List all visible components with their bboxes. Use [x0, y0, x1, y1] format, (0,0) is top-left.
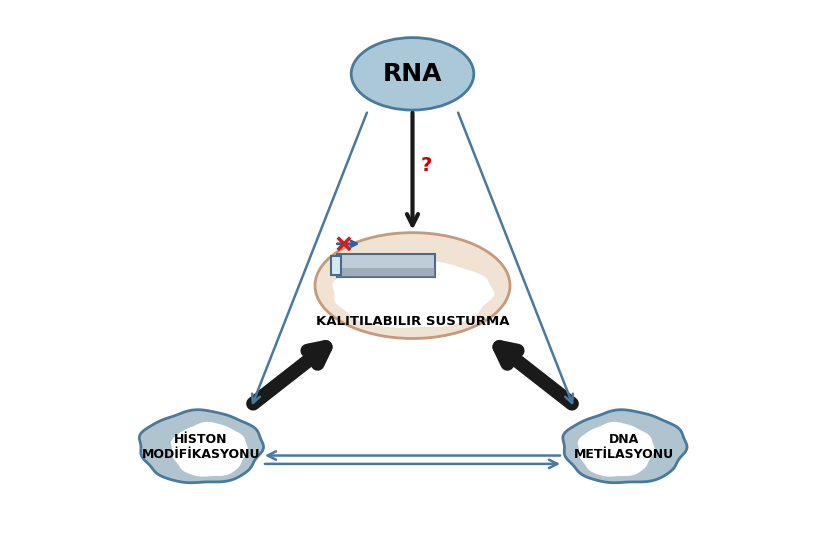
Polygon shape — [332, 258, 494, 328]
FancyBboxPatch shape — [331, 256, 341, 275]
Ellipse shape — [351, 38, 474, 110]
Polygon shape — [578, 422, 655, 477]
Text: HİSTON
MODİFİKASYONU: HİSTON MODİFİKASYONU — [142, 433, 260, 461]
Ellipse shape — [315, 232, 510, 338]
Polygon shape — [139, 410, 263, 483]
Text: DNA
METİLASYONU: DNA METİLASYONU — [574, 433, 674, 461]
Polygon shape — [327, 256, 501, 333]
Text: RNA: RNA — [383, 62, 442, 86]
FancyBboxPatch shape — [337, 254, 435, 277]
Text: KALITILABILIR SUSTURMA: KALITILABILIR SUSTURMA — [316, 315, 509, 328]
Text: ?: ? — [421, 156, 432, 175]
Polygon shape — [171, 422, 248, 477]
Polygon shape — [563, 410, 687, 483]
FancyBboxPatch shape — [337, 268, 435, 277]
